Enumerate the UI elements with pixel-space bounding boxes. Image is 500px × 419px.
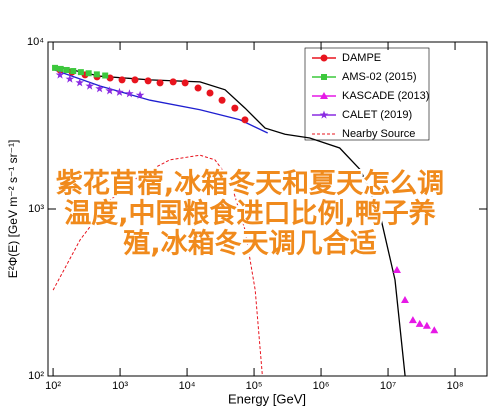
- x-tick-label: 10⁸: [447, 380, 464, 392]
- legend-label: KASCADE (2013): [342, 90, 429, 102]
- data-point: [392, 266, 401, 274]
- data-point: [194, 84, 202, 92]
- dashed-line: [52, 154, 263, 376]
- data-point: [105, 86, 114, 95]
- model-line: [54, 69, 268, 134]
- overlay-text: 温度,中国粮食进口比例,鸭子养: [64, 198, 436, 230]
- data-point: [144, 77, 152, 85]
- data-point: [75, 78, 84, 87]
- data-point: [131, 76, 139, 84]
- data-point: [241, 116, 249, 124]
- legend-box: [304, 47, 430, 141]
- data-point: [422, 321, 431, 329]
- data-point: [218, 96, 226, 104]
- data-point: [57, 65, 64, 72]
- data-point: [93, 71, 100, 78]
- overlay-text: 紫花苜蓿,冰箱冬天和夏天怎么调: [56, 168, 444, 200]
- x-tick-label: 10³: [112, 380, 128, 392]
- data-point: [70, 68, 77, 75]
- x-tick-label: 10⁴: [179, 380, 196, 392]
- legend-marker: [319, 110, 329, 119]
- y-tick-label: 10³: [28, 203, 44, 215]
- x-tick-label: 10²: [45, 380, 61, 392]
- x-tick-label: 10⁷: [380, 380, 396, 392]
- data-point: [135, 90, 145, 99]
- y-tick-label: 10²: [28, 370, 44, 382]
- legend-marker: [321, 74, 327, 80]
- legend-marker: [320, 92, 328, 99]
- x-tick-label: 10⁶: [313, 380, 330, 392]
- data-point: [181, 79, 189, 87]
- data-point: [408, 316, 417, 324]
- data-point: [118, 76, 126, 84]
- data-point: [65, 74, 75, 83]
- legend-label: AMS-02 (2015): [342, 71, 417, 83]
- legend-label: CALET (2019): [342, 109, 412, 121]
- y-axis-label: E²Φ(E) [GeV m⁻² s⁻¹ sr⁻¹]: [6, 140, 20, 279]
- data-point: [206, 89, 214, 97]
- data-point: [102, 72, 109, 79]
- data-point: [231, 104, 239, 112]
- data-point: [169, 78, 177, 86]
- legend-marker: [320, 54, 328, 62]
- data-point: [156, 79, 164, 87]
- legend-label: DAMPE: [342, 52, 381, 64]
- overlay-text: 殖,冰箱冬天调几合适: [123, 228, 376, 260]
- data-point: [55, 70, 65, 79]
- x-axis-label: Energy [GeV]: [228, 391, 306, 406]
- data-point: [95, 84, 104, 93]
- data-point: [400, 296, 409, 304]
- legend-label: Nearby Source: [342, 128, 415, 140]
- x-tick-label: 10⁵: [246, 380, 263, 392]
- data-point: [430, 326, 439, 334]
- data-point: [415, 319, 424, 327]
- data-point: [85, 70, 92, 77]
- data-point: [106, 74, 114, 82]
- data-point: [125, 89, 134, 98]
- data-point: [77, 69, 84, 76]
- data-point: [63, 66, 70, 73]
- data-point: [85, 81, 94, 90]
- data-point: [52, 64, 59, 71]
- y-tick-label: 10⁴: [27, 36, 44, 48]
- data-point: [115, 87, 124, 96]
